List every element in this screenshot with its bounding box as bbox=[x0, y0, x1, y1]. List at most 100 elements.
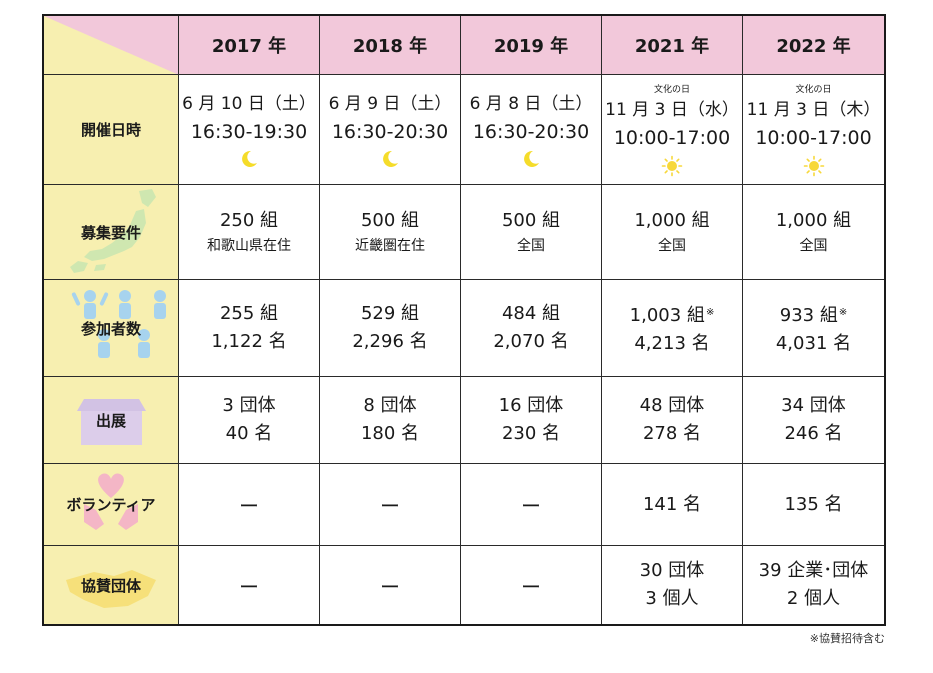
sponsor-orgs: 39 企業･団体 bbox=[758, 560, 869, 581]
date-text: 11 月 3 日（水） bbox=[605, 100, 739, 120]
recruit-area: 全国 bbox=[658, 238, 686, 254]
sponsor-individuals: 3 個人 bbox=[645, 588, 699, 609]
year-header-2017: 2017 年 bbox=[179, 16, 320, 75]
volunteer-cell-2019: ー bbox=[461, 464, 602, 546]
time-text: 16:30-19:30 bbox=[190, 120, 308, 143]
sponsor-cell-2017: ー bbox=[179, 546, 320, 624]
recruit-area: 全国 bbox=[799, 238, 828, 254]
recruit-area: 和歌山県在住 bbox=[207, 238, 291, 254]
year-header-2022: 2022 年 bbox=[743, 16, 884, 75]
exhibit-cell-2019: 16 団体 230 名 bbox=[461, 377, 602, 464]
participant-people: 2,070 名 bbox=[493, 331, 569, 352]
sponsor-value: ー bbox=[380, 574, 400, 599]
recruit-count: 1,000 組 bbox=[634, 210, 710, 231]
participant-people: 1,122 名 bbox=[211, 331, 287, 352]
volunteer-cell-2017: ー bbox=[179, 464, 320, 546]
recruit-area: 全国 bbox=[517, 238, 545, 254]
date-cell-2018: 6 月 9 日（土） 16:30-20:30 bbox=[320, 75, 461, 185]
event-summary-table: 2017 年 2018 年 2019 年 2021 年 2022 年 開催日時 … bbox=[42, 14, 886, 626]
recruit-cell-2021: 1,000 組 全国 bbox=[602, 185, 743, 280]
recruit-count: 500 組 bbox=[360, 210, 420, 231]
recruit-area: 近畿圏在住 bbox=[355, 238, 425, 254]
exhibit-people: 230 名 bbox=[501, 423, 561, 444]
sponsor-orgs: 30 団体 bbox=[639, 560, 705, 581]
exhibit-orgs: 3 団体 bbox=[222, 395, 276, 416]
sponsor-value: ー bbox=[521, 574, 541, 599]
row-label-text: ボランティア bbox=[66, 496, 156, 514]
sponsor-individuals: 2 個人 bbox=[786, 588, 841, 609]
time-text: 16:30-20:30 bbox=[331, 120, 449, 143]
sponsor-cell-2022: 39 企業･団体 2 個人 bbox=[743, 546, 884, 624]
row-label-participants: 参加者数 bbox=[44, 280, 179, 377]
row-label-dates: 開催日時 bbox=[44, 75, 179, 185]
exhibit-orgs: 16 団体 bbox=[498, 395, 564, 416]
participants-cell-2018: 529 組 2,296 名 bbox=[320, 280, 461, 377]
sponsor-cell-2021: 30 団体 3 個人 bbox=[602, 546, 743, 624]
corner-triangle bbox=[44, 16, 178, 74]
sun-icon bbox=[803, 155, 824, 177]
exhibit-cell-2018: 8 団体 180 名 bbox=[320, 377, 461, 464]
participant-groups: 933 組※ bbox=[779, 304, 848, 326]
recruit-cell-2018: 500 組 近畿圏在住 bbox=[320, 185, 461, 280]
corner-cell bbox=[44, 16, 179, 75]
date-text: 6 月 10 日（土） bbox=[182, 93, 316, 114]
recruit-cell-2017: 250 組 和歌山県在住 bbox=[179, 185, 320, 280]
people-cheering-icon bbox=[71, 290, 166, 358]
participant-people: 2,296 名 bbox=[352, 331, 428, 352]
participant-people: 4,031 名 bbox=[775, 332, 852, 354]
recruit-count: 1,000 組 bbox=[775, 210, 852, 231]
exhibit-orgs: 34 団体 bbox=[781, 395, 846, 416]
participants-cell-2021: 1,003 組※ 4,213 名 bbox=[602, 280, 743, 377]
moon-icon bbox=[383, 150, 398, 167]
participant-people: 4,213 名 bbox=[634, 332, 710, 354]
footnote-mark: ※ bbox=[705, 306, 715, 318]
sponsor-value: ー bbox=[239, 574, 259, 599]
participants-cell-2022: 933 組※ 4,031 名 bbox=[743, 280, 884, 377]
date-cell-2019: 6 月 8 日（土） 16:30-20:30 bbox=[461, 75, 602, 185]
exhibit-cell-2021: 48 団体 278 名 bbox=[602, 377, 743, 464]
date-cell-2017: 6 月 10 日（土） 16:30-19:30 bbox=[179, 75, 320, 185]
holiday-note: 文化の日 bbox=[653, 85, 690, 95]
date-text: 6 月 8 日（土） bbox=[469, 93, 593, 114]
row-label-sponsor: 協賛団体 bbox=[44, 546, 179, 624]
exhibit-orgs: 48 団体 bbox=[639, 395, 705, 416]
exhibit-people: 40 名 bbox=[225, 423, 273, 444]
year-header-2018: 2018 年 bbox=[320, 16, 461, 75]
exhibit-cell-2017: 3 団体 40 名 bbox=[179, 377, 320, 464]
sponsor-cell-2018: ー bbox=[320, 546, 461, 624]
volunteer-cell-2018: ー bbox=[320, 464, 461, 546]
participant-groups: 255 組 bbox=[219, 303, 279, 324]
year-header-2021: 2021 年 bbox=[602, 16, 743, 75]
row-label-text: 募集要件 bbox=[80, 223, 141, 242]
participant-groups: 484 組 bbox=[501, 303, 561, 324]
volunteer-cell-2021: 141 名 bbox=[602, 464, 743, 546]
footnote-mark: ※ bbox=[838, 306, 848, 318]
exhibit-cell-2022: 34 団体 246 名 bbox=[743, 377, 884, 464]
exhibit-orgs: 8 団体 bbox=[363, 395, 417, 416]
row-label-volunteer: ボランティア bbox=[44, 464, 179, 546]
participants-cell-2017: 255 組 1,122 名 bbox=[179, 280, 320, 377]
exhibit-people: 246 名 bbox=[784, 423, 843, 444]
heart-hands-icon bbox=[84, 473, 138, 530]
sun-icon bbox=[661, 155, 683, 177]
row-label-recruit: 募集要件 bbox=[44, 185, 179, 280]
recruit-cell-2019: 500 組 全国 bbox=[461, 185, 602, 280]
date-cell-2021: 文化の日 11 月 3 日（水） 10:00-17:00 bbox=[602, 75, 743, 185]
row-label-text: 開催日時 bbox=[80, 121, 141, 139]
footnote: ※協賛招待含む bbox=[809, 632, 885, 645]
handshake-icon bbox=[66, 570, 156, 608]
time-text: 16:30-20:30 bbox=[472, 120, 590, 143]
moon-icon bbox=[242, 150, 257, 167]
recruit-cell-2022: 1,000 組 全国 bbox=[743, 185, 884, 280]
booth-tent-icon bbox=[77, 399, 146, 445]
date-text: 6 月 9 日（土） bbox=[328, 93, 452, 114]
time-text: 10:00-17:00 bbox=[755, 127, 872, 149]
holiday-note: 文化の日 bbox=[795, 85, 832, 95]
row-label-exhibit: 出展 bbox=[44, 377, 179, 464]
row-label-text: 出展 bbox=[95, 411, 126, 430]
row-label-text: 協賛団体 bbox=[80, 576, 141, 595]
row-label-text: 参加者数 bbox=[80, 319, 141, 338]
year-header-2019: 2019 年 bbox=[461, 16, 602, 75]
participant-groups: 1,003 組※ bbox=[629, 304, 715, 326]
date-text: 11 月 3 日（木） bbox=[746, 100, 881, 120]
